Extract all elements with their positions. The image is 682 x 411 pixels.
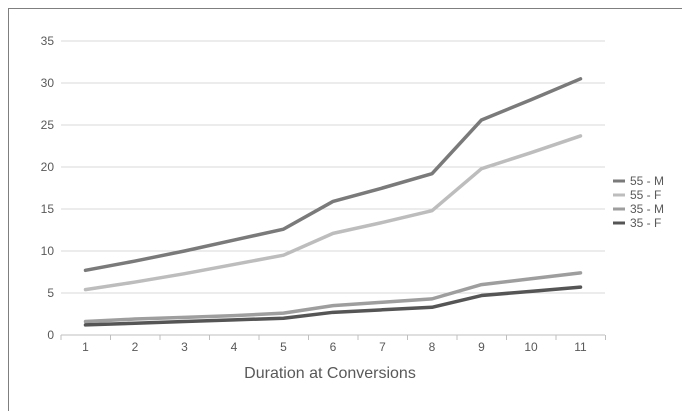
x-tick-9: 9	[478, 340, 485, 354]
y-tick-labels: 0 5 10 15 20 25 30 35	[41, 34, 55, 342]
x-tick-labels: 1 2 3 4 5 6 7 8 9 10 11	[82, 340, 587, 354]
y-tick-10: 10	[41, 244, 55, 258]
legend-label-35-f: 35 - F	[630, 216, 661, 230]
series-line-55-m	[83, 77, 583, 273]
chart-frame	[8, 8, 682, 411]
y-tick-20: 20	[41, 160, 55, 174]
x-axis-title: Duration at Conversions	[244, 365, 416, 382]
x-tick-5: 5	[280, 340, 287, 354]
series-line-35-m	[83, 271, 583, 324]
series-line-55-f	[83, 134, 583, 292]
x-tick-7: 7	[379, 340, 386, 354]
x-tick-4: 4	[231, 340, 238, 354]
x-tick-1: 1	[82, 340, 89, 354]
series-lines	[83, 77, 583, 327]
x-tick-3: 3	[181, 340, 188, 354]
x-tick-11: 11	[574, 340, 587, 354]
y-tick-30: 30	[41, 76, 55, 90]
y-tick-15: 15	[41, 202, 55, 216]
axes	[60, 334, 606, 340]
gridlines	[61, 40, 605, 294]
series-line-35-f	[83, 285, 583, 327]
y-tick-0: 0	[47, 328, 54, 342]
legend: 55 - M55 - F35 - M35 - F	[613, 174, 664, 230]
y-tick-25: 25	[41, 118, 55, 132]
x-tick-2: 2	[132, 340, 139, 354]
legend-label-55-f: 55 - F	[630, 188, 661, 202]
legend-label-35-m: 35 - M	[630, 202, 664, 216]
y-tick-5: 5	[47, 286, 54, 300]
legend-label-55-m: 55 - M	[630, 174, 664, 188]
y-tick-35: 35	[41, 34, 55, 48]
x-tick-6: 6	[330, 340, 337, 354]
x-tick-10: 10	[524, 340, 538, 354]
x-tick-8: 8	[429, 340, 436, 354]
